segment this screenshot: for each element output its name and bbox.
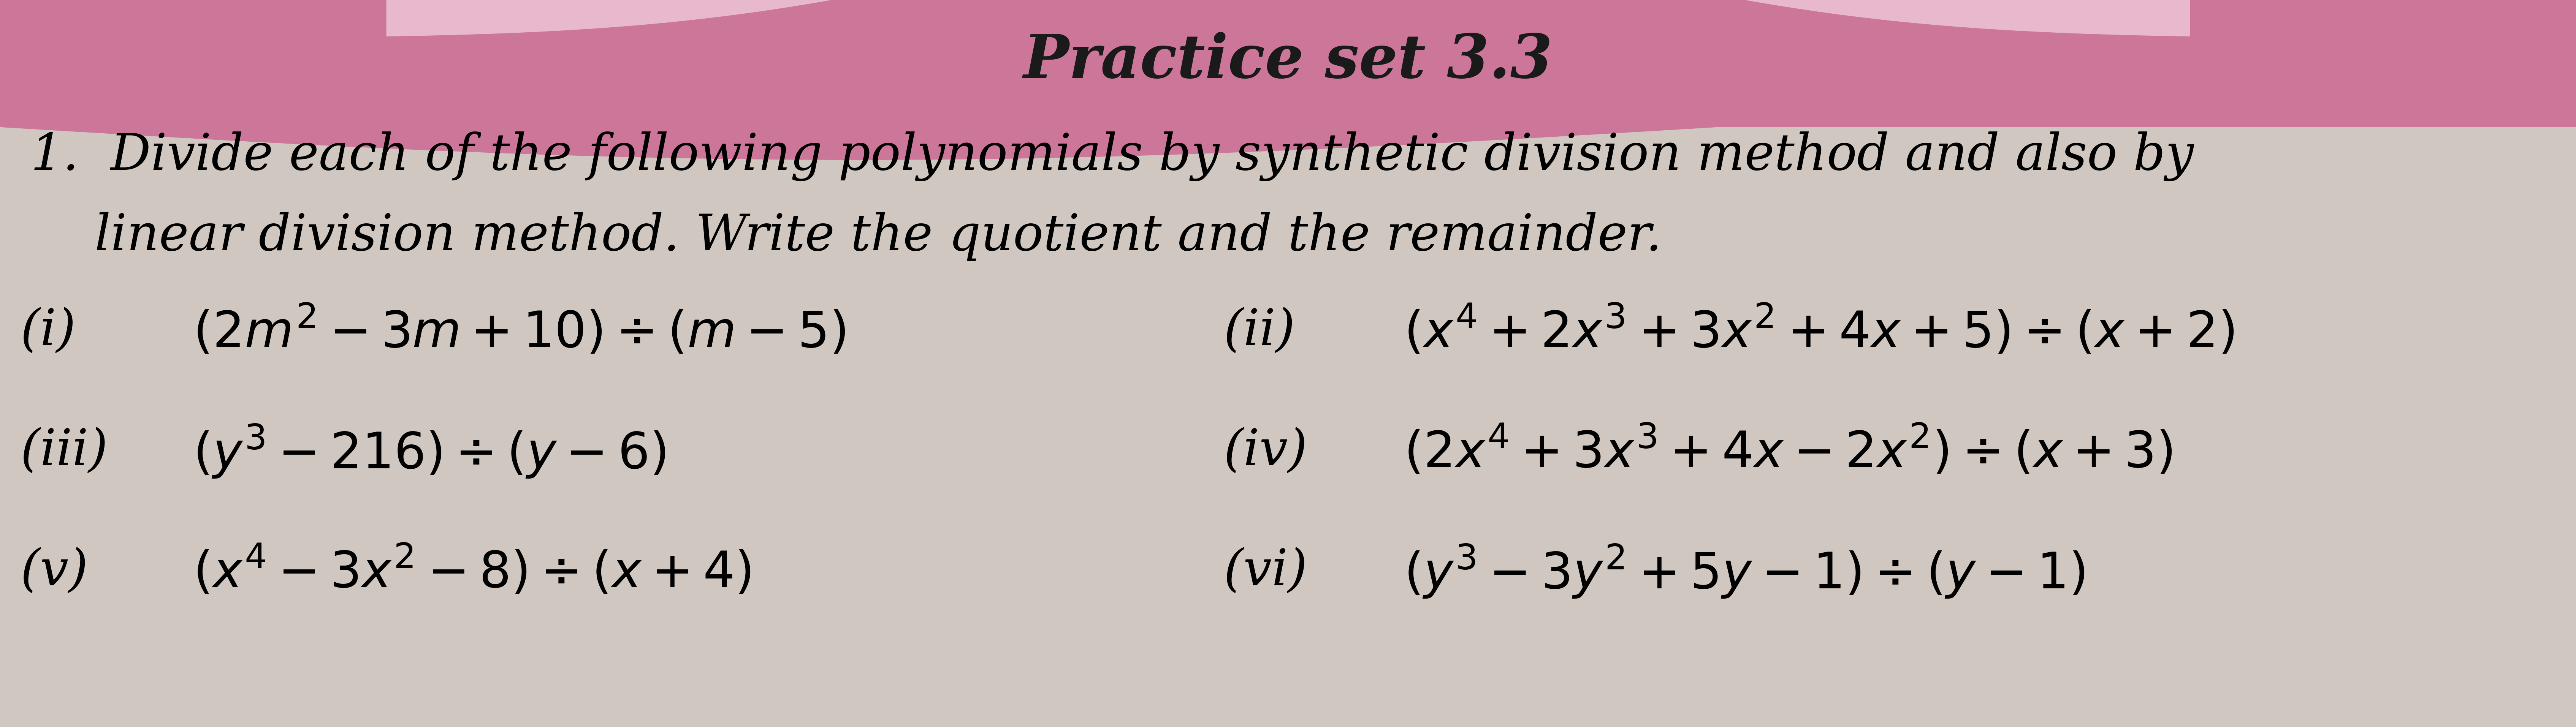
Text: (vi): (vi) bbox=[1224, 546, 1306, 595]
Text: (ii): (ii) bbox=[1224, 306, 1296, 356]
Text: (iv): (iv) bbox=[1224, 426, 1306, 475]
Text: (i): (i) bbox=[21, 306, 75, 356]
Text: $(2m^2 - 3m + 10) \div (m - 5)$: $(2m^2 - 3m + 10) \div (m - 5)$ bbox=[193, 304, 845, 358]
Text: linear division method. Write the quotient and the remainder.: linear division method. Write the quotie… bbox=[31, 212, 1662, 261]
Text: Practice set 3.3: Practice set 3.3 bbox=[1023, 32, 1553, 90]
Text: $(y^3 - 216) \div (y - 6)$: $(y^3 - 216) \div (y - 6)$ bbox=[193, 422, 665, 479]
Text: $(x^4 - 3x^2 - 8) \div (x + 4)$: $(x^4 - 3x^2 - 8) \div (x + 4)$ bbox=[193, 544, 752, 598]
Text: $(x^4 + 2x^3 + 3x^2 + 4x + 5) \div (x + 2)$: $(x^4 + 2x^3 + 3x^2 + 4x + 5) \div (x + … bbox=[1404, 304, 2233, 358]
Text: $(2x^4 + 3x^3 + 4x - 2x^2) \div (x + 3)$: $(2x^4 + 3x^3 + 4x - 2x^2) \div (x + 3)$ bbox=[1404, 424, 2172, 478]
Text: $(y^3 - 3y^2 + 5y - 1) \div (y - 1)$: $(y^3 - 3y^2 + 5y - 1) \div (y - 1)$ bbox=[1404, 542, 2084, 599]
Text: (iii): (iii) bbox=[21, 426, 108, 475]
FancyBboxPatch shape bbox=[0, 0, 2576, 127]
Text: 1.  Divide each of the following polynomials by synthetic division method and al: 1. Divide each of the following polynomi… bbox=[31, 132, 2195, 181]
Text: (v): (v) bbox=[21, 546, 88, 595]
